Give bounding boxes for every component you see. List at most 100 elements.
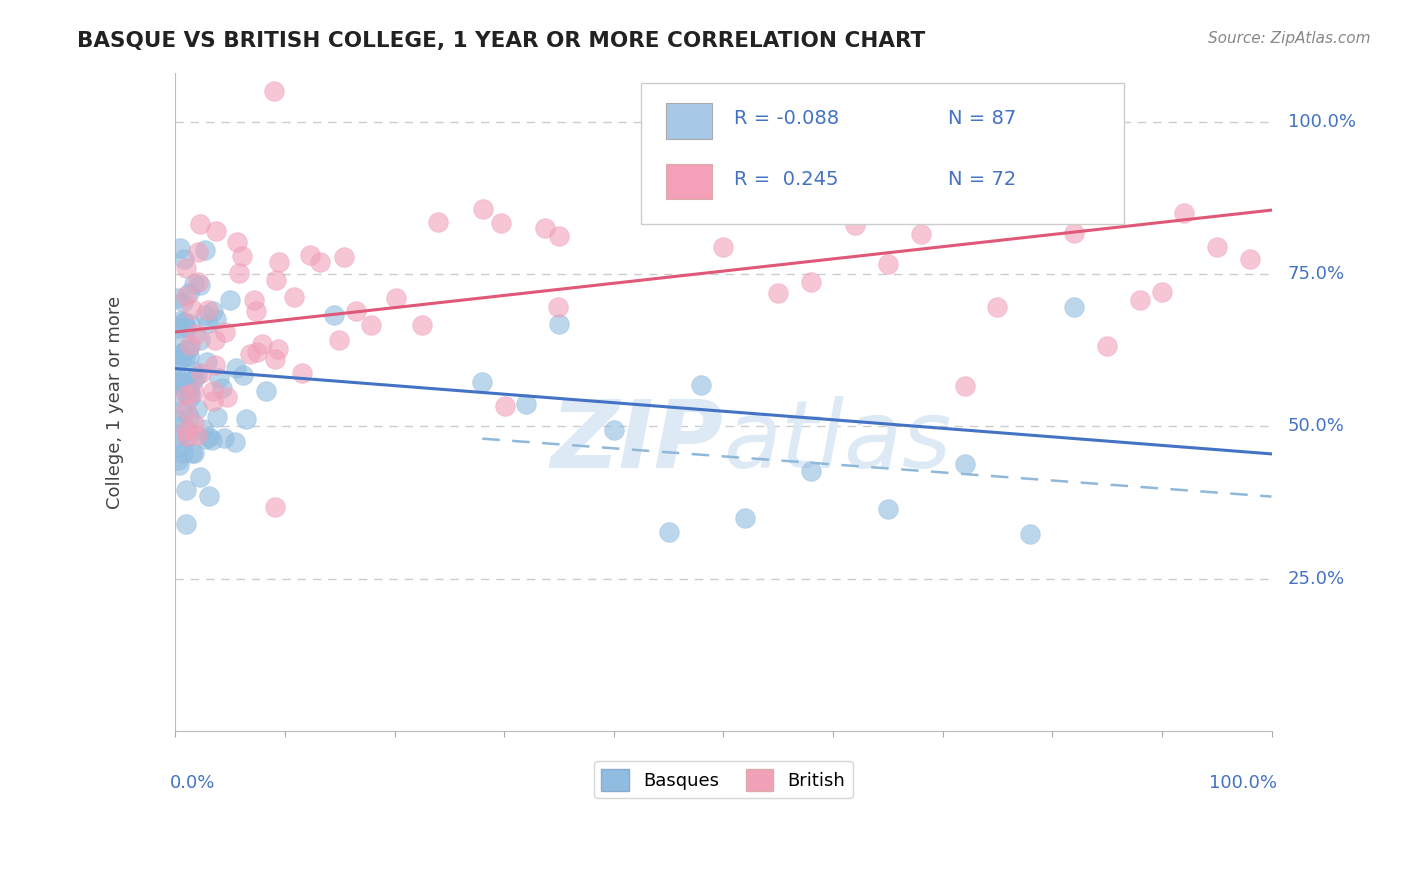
Point [1095, 339, 1118, 353]
Point [471, 202, 494, 216]
Text: College, 1 year or more: College, 1 year or more [105, 295, 124, 508]
Point [202, 393, 225, 408]
Point [713, 240, 735, 254]
Point [166, 433, 188, 447]
Text: 100.0%: 100.0% [1209, 774, 1277, 792]
Point [299, 248, 322, 262]
Text: N = 72: N = 72 [948, 169, 1017, 188]
Point [188, 470, 211, 484]
Point [212, 432, 235, 446]
Text: atlas: atlas [724, 396, 952, 487]
Point [515, 396, 537, 410]
Point [235, 411, 257, 425]
FancyBboxPatch shape [666, 164, 713, 199]
Text: N = 87: N = 87 [948, 110, 1017, 128]
Point [254, 384, 277, 398]
Point [172, 446, 194, 460]
Text: Source: ZipAtlas.com: Source: ZipAtlas.com [1208, 31, 1371, 46]
Point [174, 350, 197, 364]
Point [202, 384, 225, 398]
Point [360, 318, 382, 332]
Point [176, 483, 198, 498]
Point [208, 371, 231, 385]
Point [800, 275, 823, 289]
Point [190, 366, 212, 380]
Point [491, 216, 513, 230]
Point [264, 273, 287, 287]
Point [183, 372, 205, 386]
Point [167, 458, 190, 472]
Point [194, 432, 217, 446]
Point [173, 424, 195, 438]
Point [173, 344, 195, 359]
Text: 0.0%: 0.0% [170, 774, 215, 792]
Point [205, 224, 228, 238]
Point [246, 344, 269, 359]
Point [184, 326, 207, 341]
Point [194, 308, 217, 322]
Point [204, 358, 226, 372]
Point [844, 218, 866, 232]
Point [176, 428, 198, 442]
Point [170, 403, 193, 417]
Point [174, 320, 197, 334]
Point [166, 376, 188, 391]
Point [172, 351, 194, 365]
Point [191, 422, 214, 436]
Point [1150, 285, 1173, 299]
Point [215, 390, 238, 404]
Point [734, 511, 756, 525]
Point [910, 227, 932, 241]
Point [177, 349, 200, 363]
Point [346, 303, 368, 318]
Point [1205, 239, 1227, 253]
Point [167, 453, 190, 467]
Point [176, 425, 198, 439]
Point [471, 376, 494, 390]
Point [181, 446, 204, 460]
Text: 75.0%: 75.0% [1288, 265, 1346, 283]
Point [166, 291, 188, 305]
Point [323, 308, 346, 322]
Point [169, 390, 191, 404]
Point [1019, 131, 1042, 145]
Point [183, 446, 205, 460]
Point [183, 364, 205, 378]
Point [328, 333, 350, 347]
Point [177, 341, 200, 355]
Point [167, 347, 190, 361]
Point [205, 409, 228, 424]
Point [411, 318, 433, 332]
Text: R = -0.088: R = -0.088 [734, 110, 839, 128]
Point [197, 316, 219, 330]
Legend: Basques, British: Basques, British [595, 762, 852, 797]
Point [267, 342, 290, 356]
Point [201, 304, 224, 318]
Point [427, 214, 450, 228]
Point [986, 300, 1008, 314]
Point [172, 374, 194, 388]
Point [174, 423, 197, 437]
Point [264, 351, 287, 366]
Point [188, 333, 211, 347]
Point [198, 489, 221, 503]
Point [172, 329, 194, 343]
Text: 25.0%: 25.0% [1288, 570, 1346, 588]
Point [876, 502, 898, 516]
Point [186, 368, 208, 382]
Point [218, 293, 240, 307]
Point [177, 409, 200, 423]
Point [547, 301, 569, 315]
Point [548, 229, 571, 244]
Point [186, 428, 208, 442]
Point [176, 430, 198, 444]
Text: 50.0%: 50.0% [1288, 417, 1344, 435]
Point [658, 524, 681, 539]
Point [174, 261, 197, 276]
Point [197, 303, 219, 318]
Point [228, 266, 250, 280]
Point [167, 320, 190, 334]
Point [187, 276, 209, 290]
Text: ZIP: ZIP [551, 395, 724, 488]
Point [179, 385, 201, 400]
